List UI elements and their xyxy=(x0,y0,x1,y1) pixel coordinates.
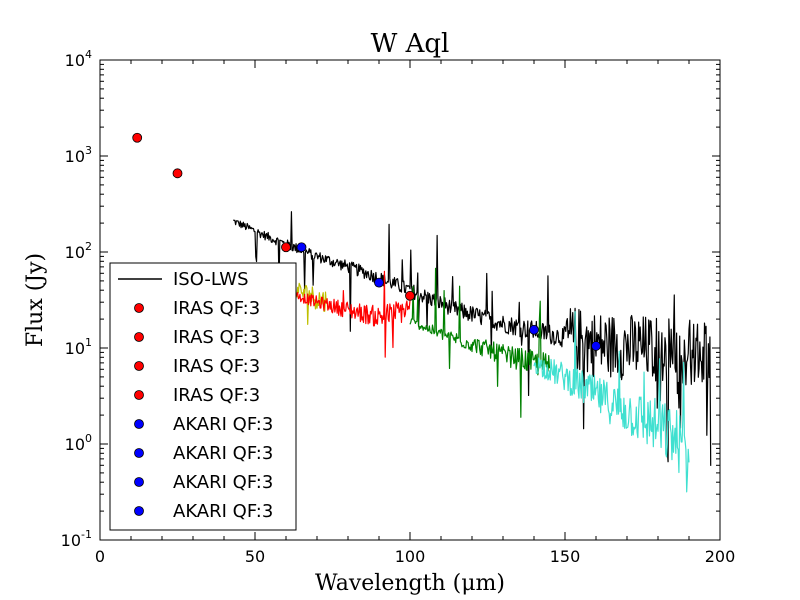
legend-label: AKARI QF:3 xyxy=(173,414,273,435)
akari-point-8 xyxy=(591,341,601,351)
legend-label: AKARI QF:3 xyxy=(173,443,273,464)
y-tick-label: 102 xyxy=(65,240,92,262)
iras-point-1 xyxy=(132,132,143,143)
legend-marker-dot xyxy=(134,332,144,342)
akari-point-5 xyxy=(296,242,307,253)
y-tick-label: 103 xyxy=(65,144,92,166)
legend-marker-dot xyxy=(134,390,144,400)
y-tick-label: 100 xyxy=(65,432,92,454)
legend-label: IRAS QF:3 xyxy=(173,385,260,406)
legend-marker-dot xyxy=(134,361,144,371)
x-tick-label: 50 xyxy=(245,547,265,566)
y-tick-label: 101 xyxy=(65,336,92,358)
legend-marker-dot xyxy=(134,506,144,516)
legend-label: IRAS QF:3 xyxy=(173,356,260,377)
series-line-3 xyxy=(285,270,411,358)
legend-entries: ISO-LWS IRAS QF:3 IRAS QF:3 IRAS QF:3 IRAS Q… xyxy=(118,269,273,522)
iras-point-4 xyxy=(405,290,415,301)
x-tick-label: 200 xyxy=(705,547,736,566)
series-line-1 xyxy=(232,211,712,466)
legend-marker-dot xyxy=(134,303,144,313)
legend-label: ISO-LWS xyxy=(173,269,249,290)
y-axis-title: Flux (Jy) xyxy=(23,253,48,347)
series-layer xyxy=(232,211,712,493)
legend-label: AKARI QF:3 xyxy=(173,472,273,493)
x-tick-label: 150 xyxy=(550,547,581,566)
legend-label: IRAS QF:3 xyxy=(173,327,260,348)
legend: ISO-LWS IRAS QF:3 IRAS QF:3 IRAS QF:3 IRAS Q… xyxy=(109,262,297,531)
legend-label: IRAS QF:3 xyxy=(173,298,260,319)
legend-label: AKARI QF:3 xyxy=(173,501,273,522)
axis-ticks: 0 50 100 150 200 10-1 100 101 102 103 104 xyxy=(61,48,736,566)
chart-title: W Aql xyxy=(371,29,450,59)
akari-point-6 xyxy=(374,277,384,288)
x-tick-label: 0 xyxy=(95,547,105,566)
points-layer xyxy=(132,132,601,351)
series-line-5 xyxy=(533,311,690,493)
x-axis-title: Wavelength (μm) xyxy=(315,571,505,596)
legend-marker-dot xyxy=(134,448,144,458)
x-tick-label: 100 xyxy=(395,547,426,566)
iras-point-3 xyxy=(281,242,291,253)
legend-marker-dot xyxy=(134,477,144,487)
legend-marker-dot xyxy=(134,419,144,429)
y-tick-label: 104 xyxy=(65,48,92,70)
iras-point-2 xyxy=(172,168,183,179)
y-tick-label: 10-1 xyxy=(61,528,92,550)
akari-point-7 xyxy=(529,324,539,335)
series-line-4 xyxy=(409,267,551,418)
